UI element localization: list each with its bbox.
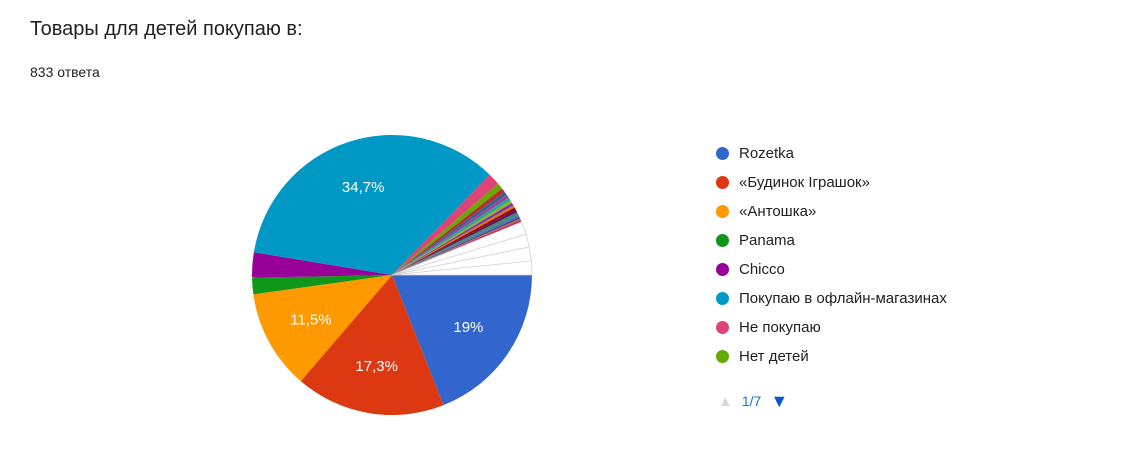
legend-item-label: Panama [739,231,795,249]
legend-item-label: Нет детей [739,347,809,365]
legend-item-label: «Антошка» [739,202,817,220]
pie-slice-other-8[interactable] [392,207,516,275]
legend-prev-page-button[interactable]: ▲ [718,394,733,409]
legend-item-label: «Будинок Іграшок» [739,173,870,191]
legend-item-label: Покупаю в офлайн-магазинах [739,289,947,307]
legend-item: Не покупаю [716,315,947,339]
pie-chart: 19% 17,3% 11,5% 34,7% [251,135,533,416]
pie-slice-ne-pokupayu[interactable] [392,174,499,275]
pie-slice-other-2[interactable] [392,192,507,275]
legend-item: «Будинок Іграшок» [716,170,947,194]
pie-slice-antoshka[interactable] [253,275,392,382]
legend-color-dot-icon [716,175,729,189]
legend-color-dot-icon [716,233,729,247]
legend-color-dot-icon [716,146,729,160]
pie-slice-other-12[interactable] [392,216,521,275]
pie-slice-percentage-label: 19% [453,319,483,336]
pie-slice-offline-stores[interactable] [253,135,490,275]
pie-slice-other-10[interactable] [392,212,519,275]
pie-slice-other-11[interactable] [392,214,520,275]
legend-next-page-button[interactable]: ▼ [770,392,788,410]
pie-slice-other-5[interactable] [392,200,513,275]
legend-color-dot-icon [716,291,729,305]
legend-color-dot-icon [716,204,729,218]
legend-item: Rozetka [716,141,947,165]
legend: Rozetka «Будинок Іграшок» «Антошка» Pana… [716,141,947,373]
pie-slice-other-9[interactable] [392,209,518,275]
pie-slice-other-7[interactable] [392,205,515,275]
pie-slice-rozetka[interactable] [392,275,532,406]
page-title: Товары для детей покупаю в: [30,18,303,40]
pie-slice-other-1[interactable] [392,188,505,276]
legend-color-dot-icon [716,320,729,334]
pie-slice-other-14[interactable] [392,220,522,275]
response-count: 833 ответа [30,64,100,80]
pie-slice-chicco[interactable] [251,252,392,278]
triangle-down-icon: ▼ [770,391,789,411]
legend-item-label: Chicco [739,260,785,278]
pie-slice-net-detey[interactable] [392,183,503,275]
pie-slice-panama[interactable] [252,275,392,295]
legend-color-dot-icon [716,262,729,276]
pie-slice-other-13[interactable] [392,218,521,275]
pie-slice-percentage-label: 11,5% [290,311,331,328]
pie-slice-other-6[interactable] [392,202,514,275]
pie-slice-other-3[interactable] [392,194,509,275]
pie-slice-budynok-igrashok[interactable] [300,275,444,416]
legend-page-indicator: 1/7 [741,393,762,409]
legend-item: Покупаю в офлайн-магазинах [716,286,947,310]
triangle-up-icon: ▲ [718,392,733,410]
pie-chart-area: 19% 17,3% 11,5% 34,7% [242,125,542,425]
legend-item: «Антошка» [716,199,947,223]
legend-color-dot-icon [716,349,729,363]
pie-slice-other-white-4[interactable] [391,260,533,276]
legend-item: Panama [716,228,947,252]
legend-item: Нет детей [716,344,947,368]
legend-item-label: Не покупаю [739,318,821,336]
pie-slice-percentage-label: 17,3% [355,358,398,375]
pie-slice-percentage-label: 34,7% [342,179,385,196]
pie-slice-other-4[interactable] [392,197,511,275]
legend-item: Chicco [716,257,947,281]
legend-item-label: Rozetka [739,144,795,162]
legend-pagination: ▲ 1/7 ▼ [718,392,788,410]
